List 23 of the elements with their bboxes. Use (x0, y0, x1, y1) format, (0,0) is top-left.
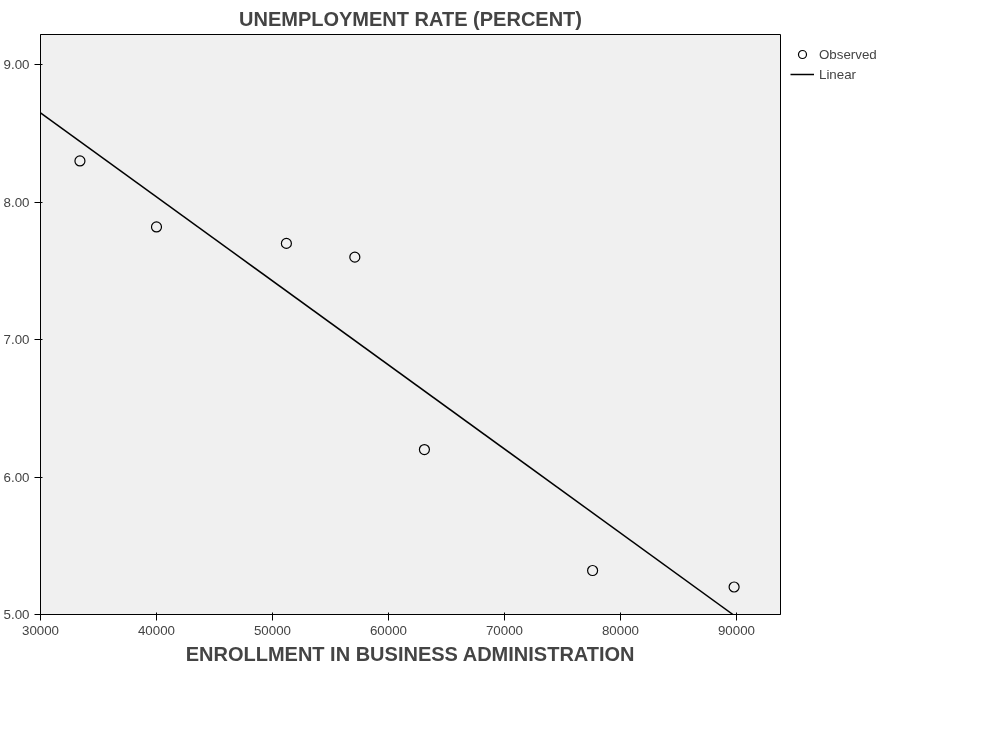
y-tick-label: 9.00 (3, 57, 30, 73)
y-tick-label: 6.00 (3, 469, 30, 485)
x-tick-label: 90000 (717, 622, 755, 638)
x-tick-label: 30000 (21, 622, 60, 638)
point (418, 443, 431, 456)
point (587, 564, 599, 577)
point (74, 155, 86, 167)
x-tick-label: 70000 (485, 622, 523, 638)
x-tick-label: 80000 (601, 622, 639, 638)
point (728, 581, 740, 593)
x-tick-label: 60000 (369, 622, 407, 638)
point (349, 251, 361, 263)
legend-label: Observed (819, 45, 877, 64)
point (280, 237, 292, 249)
legend-label: Linear (819, 65, 857, 84)
x-tick-label: 40000 (137, 622, 176, 638)
y-tick-label: 7.00 (3, 332, 30, 348)
y-tick-label: 8.00 (3, 194, 30, 210)
x-axis-title: ENROLLMENT IN BUSINESS ADMINISTRATION (185, 642, 635, 665)
chart-title: UNEMPLOYMENT RATE (PERCENT) (239, 7, 582, 30)
x-tick-label: 50000 (253, 622, 292, 638)
y-tick-label: 5.00 (3, 607, 30, 622)
point (150, 221, 163, 233)
